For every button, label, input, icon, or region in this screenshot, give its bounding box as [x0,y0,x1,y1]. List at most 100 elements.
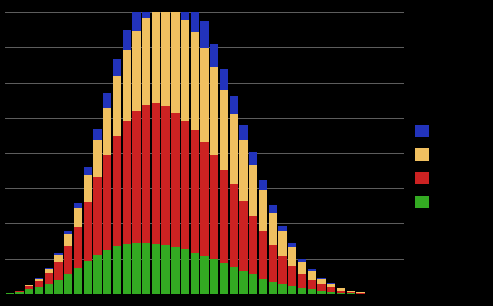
Bar [35,287,43,294]
Bar [181,249,189,294]
Bar [132,31,141,111]
Bar [74,203,82,208]
Bar [230,267,238,294]
Bar [279,284,286,294]
Bar [54,253,63,255]
Bar [113,136,121,246]
Bar [35,278,43,281]
Bar [337,288,345,290]
Bar [230,185,238,267]
Bar [327,284,335,287]
Bar [45,273,53,284]
Bar [220,263,228,294]
Bar [347,292,355,293]
Bar [317,290,325,294]
Bar [288,266,296,286]
Bar [269,282,277,294]
Bar [123,50,131,121]
Bar [64,274,72,294]
Bar [15,292,24,294]
Bar [54,255,63,262]
Bar [84,167,92,175]
Bar [317,284,325,290]
Bar [240,271,247,294]
Bar [288,286,296,294]
Bar [259,231,267,278]
Bar [220,69,228,90]
Bar [15,290,24,292]
Legend: , , , : , , , [415,125,432,210]
Bar [45,284,53,294]
Bar [84,175,92,202]
Bar [74,268,82,294]
Bar [327,292,335,294]
Bar [84,261,92,294]
Bar [259,278,267,294]
Bar [142,105,150,243]
Bar [288,243,296,247]
Bar [162,106,170,245]
Bar [191,253,199,294]
Bar [113,246,121,294]
Bar [171,247,179,294]
Bar [317,278,325,284]
Bar [142,0,150,18]
Bar [210,44,218,67]
Bar [162,0,170,8]
Bar [308,271,316,280]
Bar [74,227,82,268]
Bar [249,274,257,294]
Bar [308,269,316,271]
Bar [308,289,316,294]
Bar [93,129,102,140]
Bar [249,165,257,216]
Bar [142,18,150,105]
Bar [84,202,92,261]
Bar [152,9,160,103]
Bar [113,59,121,76]
Bar [337,290,345,293]
Bar [181,0,189,20]
Bar [93,255,102,294]
Bar [269,205,277,213]
Bar [123,244,131,294]
Bar [162,245,170,294]
Bar [103,250,111,294]
Bar [327,283,335,284]
Bar [64,246,72,274]
Bar [249,152,257,165]
Bar [259,180,267,190]
Bar [230,95,238,114]
Bar [240,125,247,140]
Bar [356,293,364,294]
Bar [269,213,277,245]
Bar [123,30,131,50]
Bar [356,292,364,293]
Bar [210,259,218,294]
Bar [240,201,247,271]
Bar [298,288,306,294]
Bar [54,262,63,280]
Bar [298,262,306,274]
Bar [279,231,286,256]
Bar [152,244,160,294]
Bar [152,0,160,9]
Bar [191,130,199,253]
Bar [113,76,121,136]
Bar [337,293,345,294]
Bar [308,280,316,289]
Bar [249,216,257,274]
Bar [35,281,43,287]
Bar [201,21,209,48]
Bar [54,280,63,294]
Bar [25,286,34,289]
Bar [279,256,286,284]
Bar [25,285,34,286]
Bar [327,287,335,292]
Bar [220,170,228,263]
Bar [288,247,296,266]
Bar [259,190,267,231]
Bar [93,177,102,255]
Bar [181,121,189,249]
Bar [132,243,141,294]
